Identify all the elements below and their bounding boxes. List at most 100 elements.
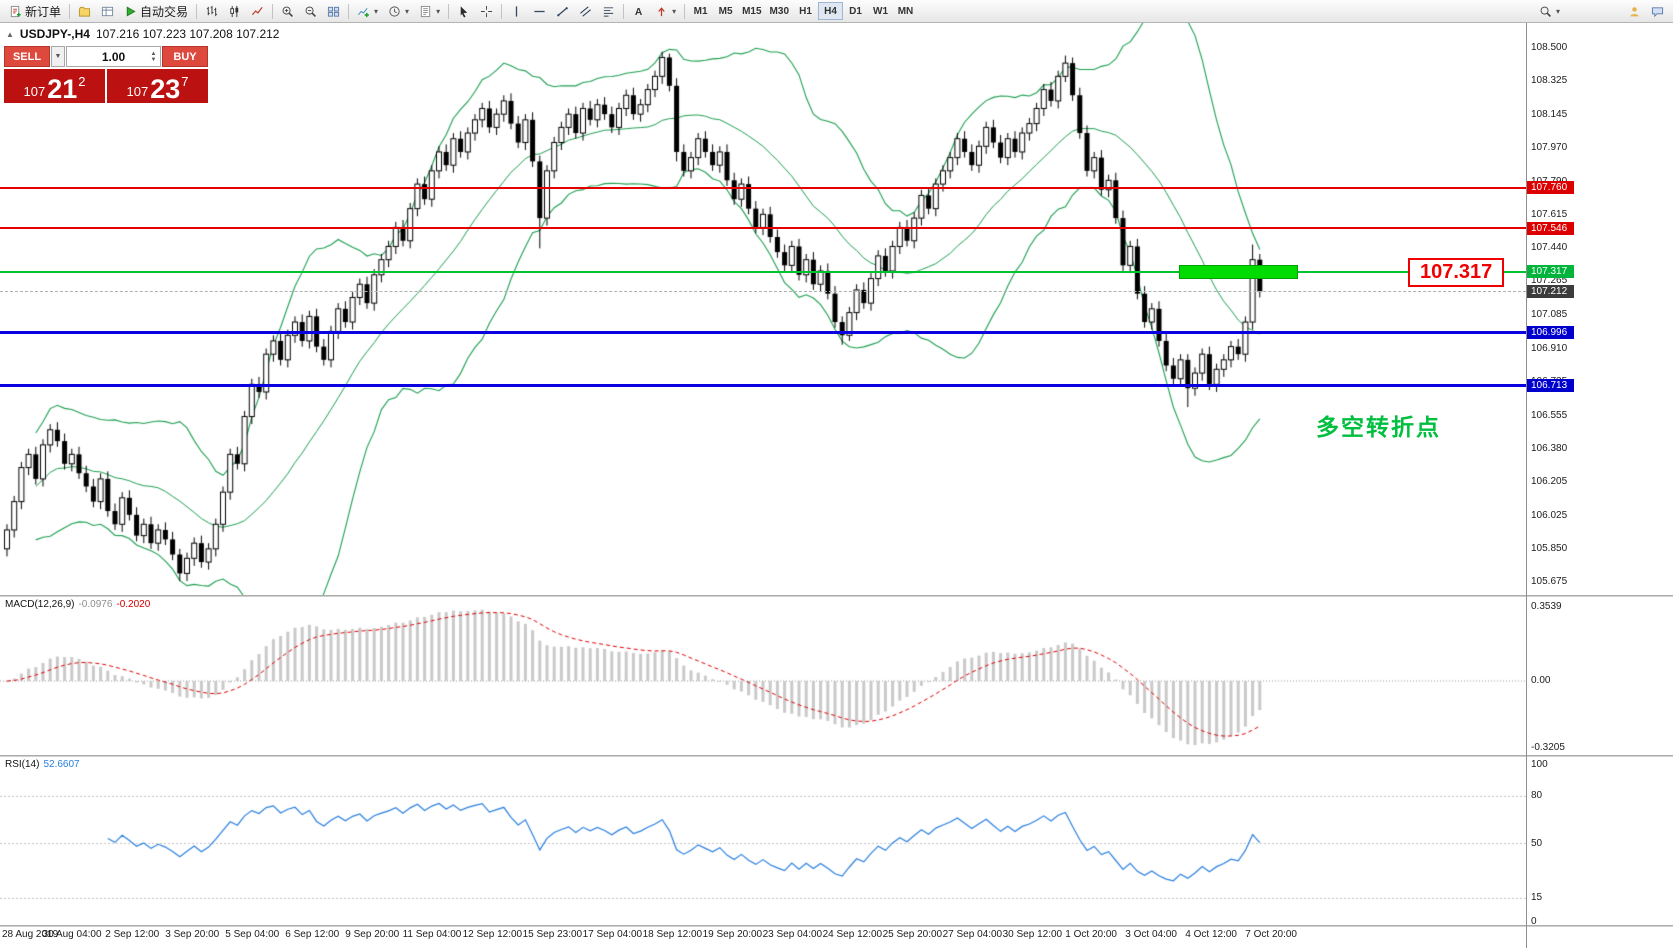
timeframe-mn-button[interactable]: MN xyxy=(893,2,918,20)
candlestick-chart-button[interactable] xyxy=(223,1,246,21)
date-axis-label: 5 Sep 04:00 xyxy=(225,929,280,940)
symbol-label: USDJPY-,H4 xyxy=(19,27,90,41)
toolbar-separator xyxy=(69,3,71,19)
price-tag: 107.317 xyxy=(1527,265,1574,279)
macd-axis-label: 0.00 xyxy=(1531,675,1551,686)
date-axis-label: 4 Oct 12:00 xyxy=(1185,929,1237,940)
volume-stepper[interactable]: ▲ ▼ xyxy=(148,47,159,66)
highlight-rectangle[interactable] xyxy=(1178,264,1298,279)
equidistant-channel-button[interactable] xyxy=(574,1,597,21)
macd-indicator-label: MACD(12,26,9) -0.0976 -0.2020 xyxy=(5,599,150,610)
rsi-axis-label: 0 xyxy=(1531,916,1537,927)
timeframe-d1-button[interactable]: D1 xyxy=(843,2,868,20)
channel-icon xyxy=(579,5,592,18)
bar-chart-button[interactable] xyxy=(200,1,223,21)
horizontal-level-line[interactable] xyxy=(0,186,1526,189)
auto-trading-button[interactable]: 自动交易 xyxy=(119,1,193,21)
timeframe-h4-button[interactable]: H4 xyxy=(818,2,843,20)
chat-button[interactable] xyxy=(1646,1,1669,21)
panel-splitter[interactable] xyxy=(0,755,1673,757)
horizontal-level-line[interactable] xyxy=(0,270,1526,273)
market-watch-button[interactable] xyxy=(96,1,119,21)
sell-price-pips: 21 xyxy=(47,74,78,105)
main-chart-canvas[interactable] xyxy=(0,23,1526,595)
stepper-down-icon[interactable]: ▼ xyxy=(150,56,157,63)
toolbar: 新订单 自动交易 ▾ ▾ ▾ A ▾ M1 M5 M15 M30 H1 H4 D1 W1 MN ▾ xyxy=(0,0,1673,23)
crosshair-icon xyxy=(480,5,493,18)
community-button[interactable] xyxy=(1623,1,1646,21)
sell-price-prefix: 107 xyxy=(23,84,46,99)
arrows-icon xyxy=(655,5,668,18)
macd-canvas[interactable] xyxy=(0,597,1526,755)
timeframe-m5-button[interactable]: M5 xyxy=(713,2,738,20)
trendline-button[interactable] xyxy=(551,1,574,21)
templates-button[interactable]: ▾ xyxy=(414,1,445,21)
price-tag: 107.760 xyxy=(1527,181,1574,195)
one-click-trading-panel: SELL ▼ 1.00 ▲ ▼ BUY 107 21 2 107 23 7 xyxy=(4,46,208,103)
sell-button[interactable]: SELL xyxy=(4,46,50,67)
chart-title: ▲ USDJPY-,H4 107.216 107.223 107.208 107… xyxy=(6,27,279,41)
price-axis-label: 105.675 xyxy=(1531,575,1568,587)
order-options-dropdown[interactable]: ▼ xyxy=(51,46,65,67)
charts-profile-button[interactable] xyxy=(73,1,96,21)
date-axis-label: 12 Sep 12:00 xyxy=(462,929,523,940)
new-order-button[interactable]: 新订单 xyxy=(4,1,66,21)
toolbar-separator xyxy=(348,3,350,19)
crosshair-button[interactable] xyxy=(475,1,498,21)
turning-point-text[interactable]: 多空转折点 xyxy=(1316,414,1441,440)
timeframe-w1-button[interactable]: W1 xyxy=(868,2,893,20)
price-tag: 106.996 xyxy=(1527,325,1574,339)
text-label-button[interactable]: A xyxy=(627,1,650,21)
date-axis-label: 1 Oct 20:00 xyxy=(1065,929,1117,940)
timeframe-m15-button[interactable]: M15 xyxy=(738,2,765,20)
macd-axis-label: -0.3205 xyxy=(1531,742,1565,754)
buy-price-fraction: 7 xyxy=(181,74,189,89)
stepper-up-icon[interactable]: ▲ xyxy=(150,50,157,57)
tile-windows-button[interactable] xyxy=(322,1,345,21)
svg-text:A: A xyxy=(635,7,643,18)
price-tag: 106.713 xyxy=(1527,379,1574,393)
rsi-axis-label: 50 xyxy=(1531,837,1543,849)
buy-button[interactable]: BUY xyxy=(162,46,208,67)
fibo-icon xyxy=(602,5,615,18)
date-axis-label: 9 Sep 20:00 xyxy=(345,929,400,940)
date-axis-label: 3 Oct 04:00 xyxy=(1125,929,1177,940)
timeframe-m1-button[interactable]: M1 xyxy=(688,2,713,20)
timeframe-h1-button[interactable]: H1 xyxy=(793,2,818,20)
new-order-icon xyxy=(9,5,22,18)
price-axis-label: 107.265 xyxy=(1531,275,1568,287)
price-axis-label: 106.380 xyxy=(1531,442,1568,454)
new-order-label: 新订单 xyxy=(25,4,62,19)
price-axis-label: 106.025 xyxy=(1531,509,1568,521)
rsi-value: 52.6607 xyxy=(43,759,80,770)
macd-name: MACD(12,26,9) xyxy=(5,599,75,610)
zoom-out-button[interactable] xyxy=(299,1,322,21)
sell-price-display[interactable]: 107 21 2 xyxy=(4,69,105,103)
quick-search-button[interactable]: ▾ xyxy=(1534,1,1565,21)
one-click-panel-toggle[interactable]: ▲ xyxy=(6,29,14,39)
indicators-icon xyxy=(357,5,370,18)
toolbar-separator xyxy=(623,3,625,19)
volume-field[interactable]: 1.00 ▲ ▼ xyxy=(66,46,161,67)
line-chart-button[interactable] xyxy=(246,1,269,21)
buy-price-display[interactable]: 107 23 7 xyxy=(107,69,208,103)
zoom-in-button[interactable] xyxy=(276,1,299,21)
fibonacci-button[interactable] xyxy=(597,1,620,21)
panel-splitter[interactable] xyxy=(0,925,1673,927)
horizontal-level-line[interactable] xyxy=(0,227,1526,230)
rsi-canvas[interactable] xyxy=(0,757,1526,925)
price-axis-label: 106.205 xyxy=(1531,475,1568,487)
cursor-button[interactable] xyxy=(452,1,475,21)
horizontal-level-line[interactable] xyxy=(0,384,1526,388)
date-axis-label: 25 Sep 20:00 xyxy=(882,929,943,940)
vertical-line-button[interactable] xyxy=(505,1,528,21)
panel-splitter[interactable] xyxy=(0,595,1673,597)
price-axis-label: 107.970 xyxy=(1531,142,1568,154)
periods-button[interactable]: ▾ xyxy=(383,1,414,21)
horizontal-line-button[interactable] xyxy=(528,1,551,21)
indicators-button[interactable]: ▾ xyxy=(352,1,383,21)
timeframe-m30-button[interactable]: M30 xyxy=(766,2,793,20)
horizontal-level-line[interactable] xyxy=(0,330,1526,334)
price-callout-label[interactable]: 107.317 xyxy=(1408,258,1505,287)
arrows-button[interactable]: ▾ xyxy=(650,1,681,21)
